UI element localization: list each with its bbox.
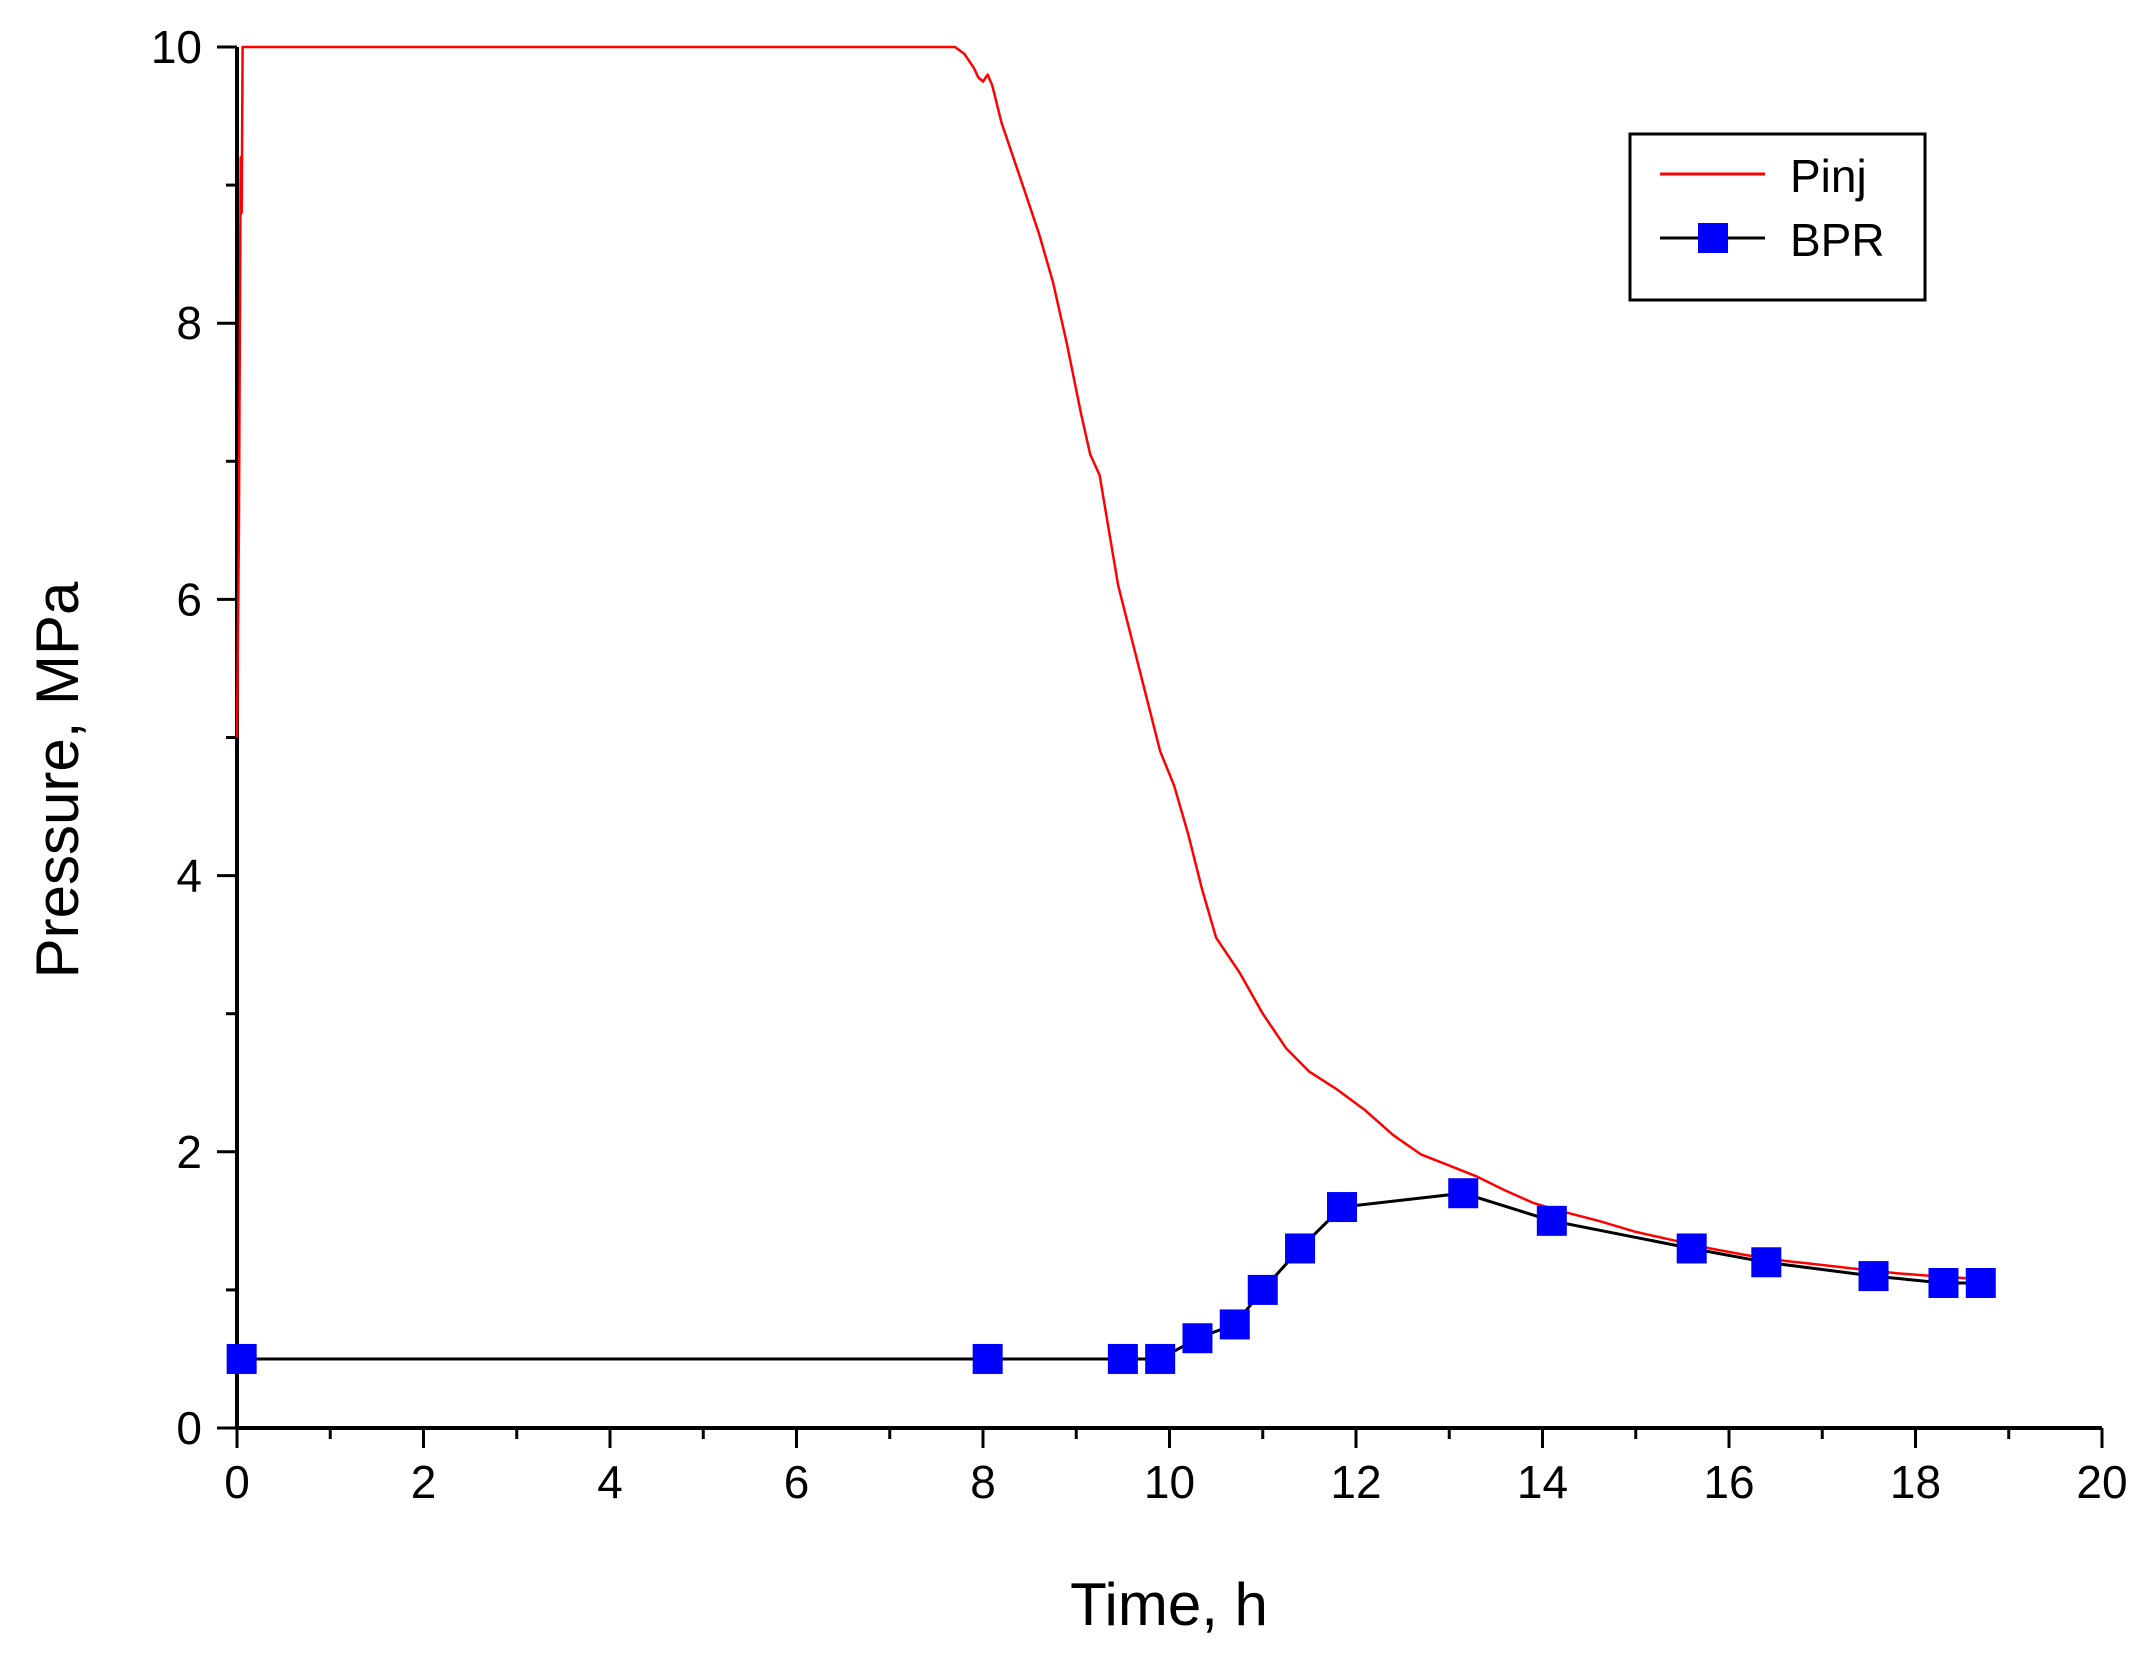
x-axis-title: Time, h [1070, 1571, 1268, 1638]
bpr-marker [1676, 1233, 1707, 1264]
legend-box [1628, 132, 1927, 302]
legend-pinj-label: Pinj [1790, 150, 1867, 202]
legend-bpr-label: BPR [1790, 214, 1885, 266]
y-tick-label: 10 [151, 21, 202, 73]
bpr-marker [1928, 1267, 1959, 1298]
x-tick-label: 4 [597, 1456, 623, 1508]
y-tick-label: 4 [176, 850, 202, 902]
bpr-marker [1285, 1233, 1316, 1264]
pinj-line [235, 45, 1977, 1281]
bpr-marker [1247, 1274, 1278, 1305]
axis-ticks: 0 2 4 6 8 10 12 14 16 18 20 0 2 4 6 8 10 [151, 21, 2128, 1508]
y-tick-label: 8 [176, 297, 202, 349]
bpr-marker [1751, 1247, 1782, 1278]
x-tick-label: 18 [1890, 1456, 1941, 1508]
x-tick-label: 6 [784, 1456, 810, 1508]
bpr-marker [1219, 1309, 1250, 1340]
legend-bpr-marker [1698, 223, 1728, 253]
y-tick-label: 0 [176, 1402, 202, 1454]
bpr-marker [1107, 1343, 1138, 1374]
x-tick-label: 0 [224, 1456, 250, 1508]
x-tick-label: 12 [1330, 1456, 1381, 1508]
bpr-marker [1327, 1192, 1358, 1223]
x-tick-label: 14 [1517, 1456, 1568, 1508]
x-tick-label: 10 [1144, 1456, 1195, 1508]
bpr-marker [1182, 1323, 1213, 1354]
legend: Pinj BPR [1628, 132, 1927, 302]
y-tick-label: 6 [176, 573, 202, 625]
x-tick-label: 20 [2076, 1456, 2127, 1508]
bpr-marker [1858, 1261, 1889, 1292]
x-tick-label: 2 [411, 1456, 437, 1508]
x-tick-label: 8 [970, 1456, 996, 1508]
y-axis-title: Pressure, MPa [24, 581, 91, 978]
plot-series [226, 45, 1996, 1374]
bpr-marker [972, 1343, 1003, 1374]
bpr-marker [1145, 1343, 1176, 1374]
bpr-marker [1965, 1267, 1996, 1298]
bpr-marker [1536, 1205, 1567, 1236]
bpr-marker [1448, 1178, 1479, 1209]
bpr-line [241, 1191, 1981, 1361]
x-tick-label: 16 [1703, 1456, 1754, 1508]
bpr-marker [226, 1343, 257, 1374]
y-tick-label: 2 [176, 1126, 202, 1178]
